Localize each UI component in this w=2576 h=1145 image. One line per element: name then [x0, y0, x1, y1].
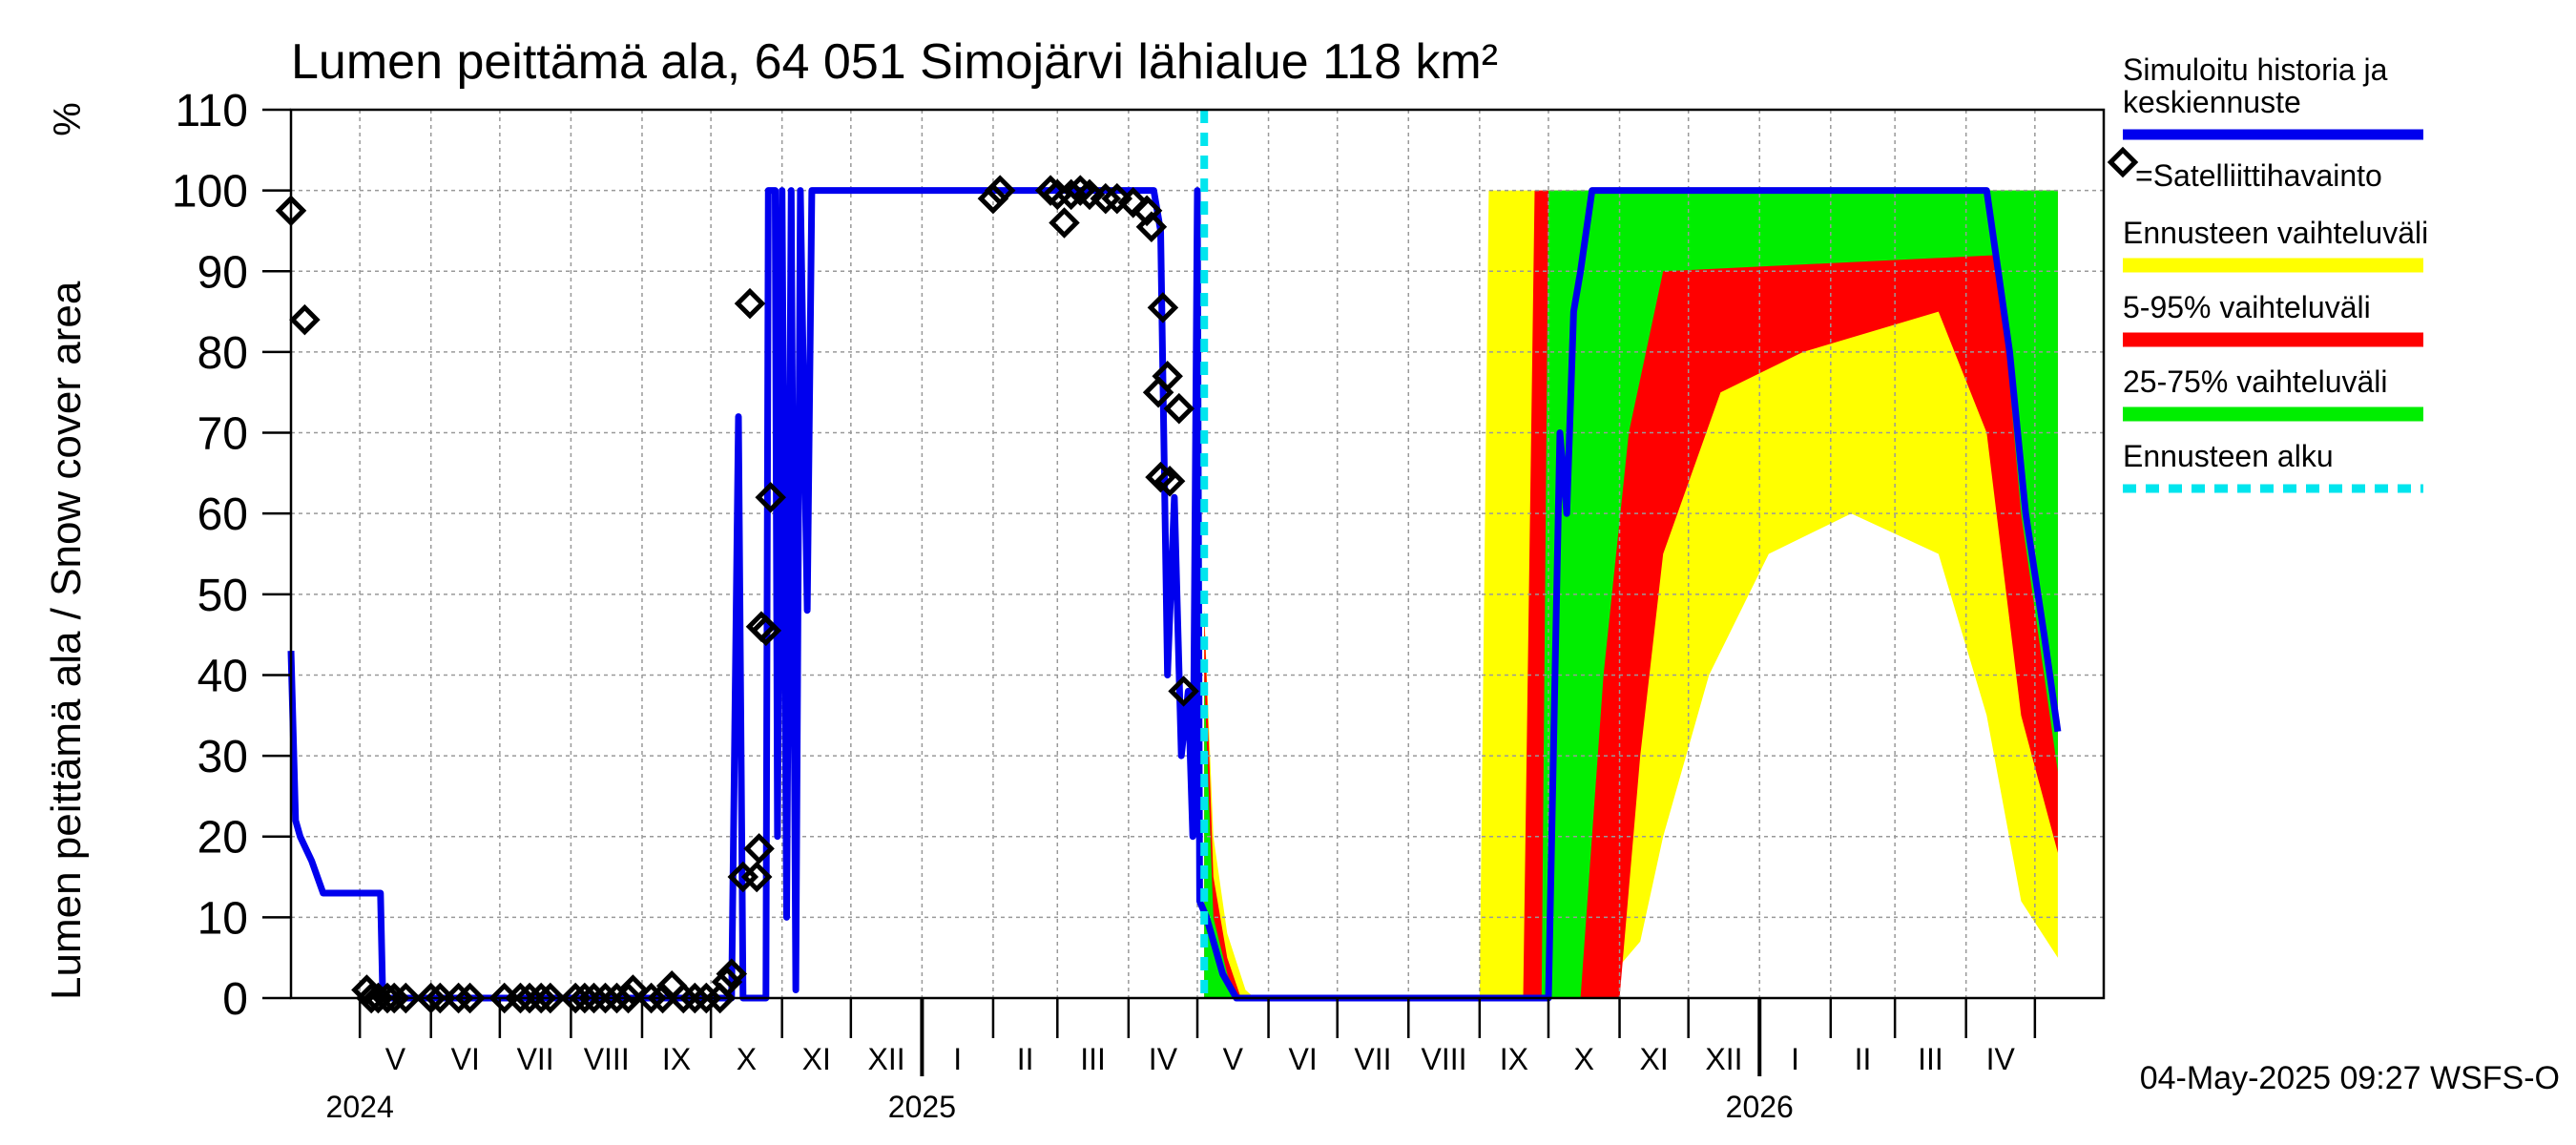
grid-lines: [291, 110, 2104, 998]
satellite-obs-point: [1049, 207, 1080, 239]
satellite-obs-point: [488, 982, 520, 1014]
legend-5-95-label: 5-95% vaihteluväli: [2123, 290, 2371, 324]
x-month-label: IX: [662, 1042, 691, 1076]
x-year-label: 2024: [326, 1090, 394, 1124]
satellite-obs-point: [1168, 676, 1199, 707]
x-month-label: VII: [517, 1042, 554, 1076]
satellite-obs-point: [1142, 376, 1174, 408]
y-tick-label: 50: [197, 571, 248, 621]
plot-frame: [289, 108, 2106, 1000]
satellite-obs-point: [716, 958, 748, 989]
satellite-obs-point: [275, 195, 307, 227]
x-month-label: IV: [1986, 1042, 2016, 1076]
x-month-label: XI: [1639, 1042, 1668, 1076]
legend-25-75-label: 25-75% vaihteluväli: [2123, 364, 2388, 399]
x-month-label: II: [1017, 1042, 1034, 1076]
satellite-obs-point: [371, 982, 404, 1014]
y-tick-label: 0: [222, 974, 248, 1025]
y-tick-label: 40: [197, 651, 248, 701]
legend-forecast-start-label: Ennusteen alku: [2123, 439, 2334, 473]
x-month-label: VI: [451, 1042, 480, 1076]
y-tick-label: 90: [197, 247, 248, 298]
x-month-label: IV: [1149, 1042, 1178, 1076]
x-month-label: I: [953, 1042, 962, 1076]
satellite-obs-point: [740, 861, 773, 893]
y-tick-label: 70: [197, 409, 248, 460]
x-month-label: VI: [1289, 1042, 1318, 1076]
band-5-95: [1204, 190, 2058, 999]
legend-range-full-label: Ennusteen vaihteluväli: [2123, 216, 2428, 250]
y-axis-unit: %: [47, 102, 89, 136]
y-tick-label: 80: [197, 328, 248, 379]
x-month-label: VIII: [1422, 1042, 1467, 1076]
satellite-obs-point: [1135, 211, 1168, 242]
x-month-label: X: [1574, 1042, 1594, 1076]
x-year-label: 2026: [1726, 1090, 1794, 1124]
footer-timestamp: 04-May-2025 09:27 WSFS-O: [2140, 1060, 2560, 1096]
satellite-observations: [275, 175, 1199, 1014]
x-month-label: IX: [1500, 1042, 1528, 1076]
satellite-obs-point: [1147, 292, 1179, 323]
x-month-label: XI: [802, 1042, 831, 1076]
x-month-label: II: [1855, 1042, 1872, 1076]
satellite-obs-point: [734, 287, 766, 320]
satellite-obs-point: [1152, 361, 1183, 392]
x-month-label: III: [1918, 1042, 1943, 1076]
y-tick-label: 100: [172, 167, 248, 218]
y-axis-label: Lumen peittämä ala / Snow cover area: [43, 281, 90, 1000]
satellite-obs-point: [355, 982, 387, 1014]
x-month-label: XII: [1705, 1042, 1742, 1076]
x-month-label: X: [737, 1042, 757, 1076]
satellite-obs-point: [425, 982, 456, 1014]
x-month-label: V: [385, 1042, 406, 1076]
satellite-obs-point: [289, 303, 321, 336]
forecast-bands: [1204, 190, 2058, 999]
band-25-75: [1204, 190, 2058, 999]
legend-satellite-marker: [2107, 146, 2139, 178]
x-year-label: 2025: [888, 1090, 956, 1124]
chart-title: Lumen peittämä ala, 64 051 Simojärvi läh…: [291, 34, 1498, 90]
legend-satellite-label: =Satelliittihavainto: [2135, 158, 2382, 193]
y-tick-label: 20: [197, 813, 248, 864]
satellite-obs-point: [755, 482, 786, 513]
x-month-label: VIII: [584, 1042, 630, 1076]
satellite-obs-point: [984, 175, 1016, 206]
satellite-obs-point: [390, 982, 422, 1014]
satellite-obs-point: [750, 614, 782, 647]
satellite-obs-point: [1153, 466, 1186, 497]
satellite-obs-point: [454, 982, 486, 1014]
y-tick-label: 60: [197, 489, 248, 540]
y-tick-label: 10: [197, 893, 248, 944]
x-month-label: XII: [868, 1042, 905, 1076]
x-month-label: VII: [1354, 1042, 1391, 1076]
x-month-label: I: [1791, 1042, 1799, 1076]
legend: Simuloitu historia ja keskiennuste =Sate…: [2107, 52, 2428, 493]
y-tick-label: 110: [175, 86, 248, 136]
satellite-obs-point: [1163, 392, 1195, 425]
x-month-label: V: [1223, 1042, 1244, 1076]
satellite-obs-point: [534, 982, 567, 1014]
y-tick-label: 30: [197, 732, 248, 782]
legend-simulated-label-2: keskiennuste: [2123, 85, 2301, 119]
satellite-obs-point: [743, 833, 775, 864]
x-month-label: III: [1080, 1042, 1106, 1076]
legend-simulated-label: Simuloitu historia ja: [2123, 52, 2388, 87]
